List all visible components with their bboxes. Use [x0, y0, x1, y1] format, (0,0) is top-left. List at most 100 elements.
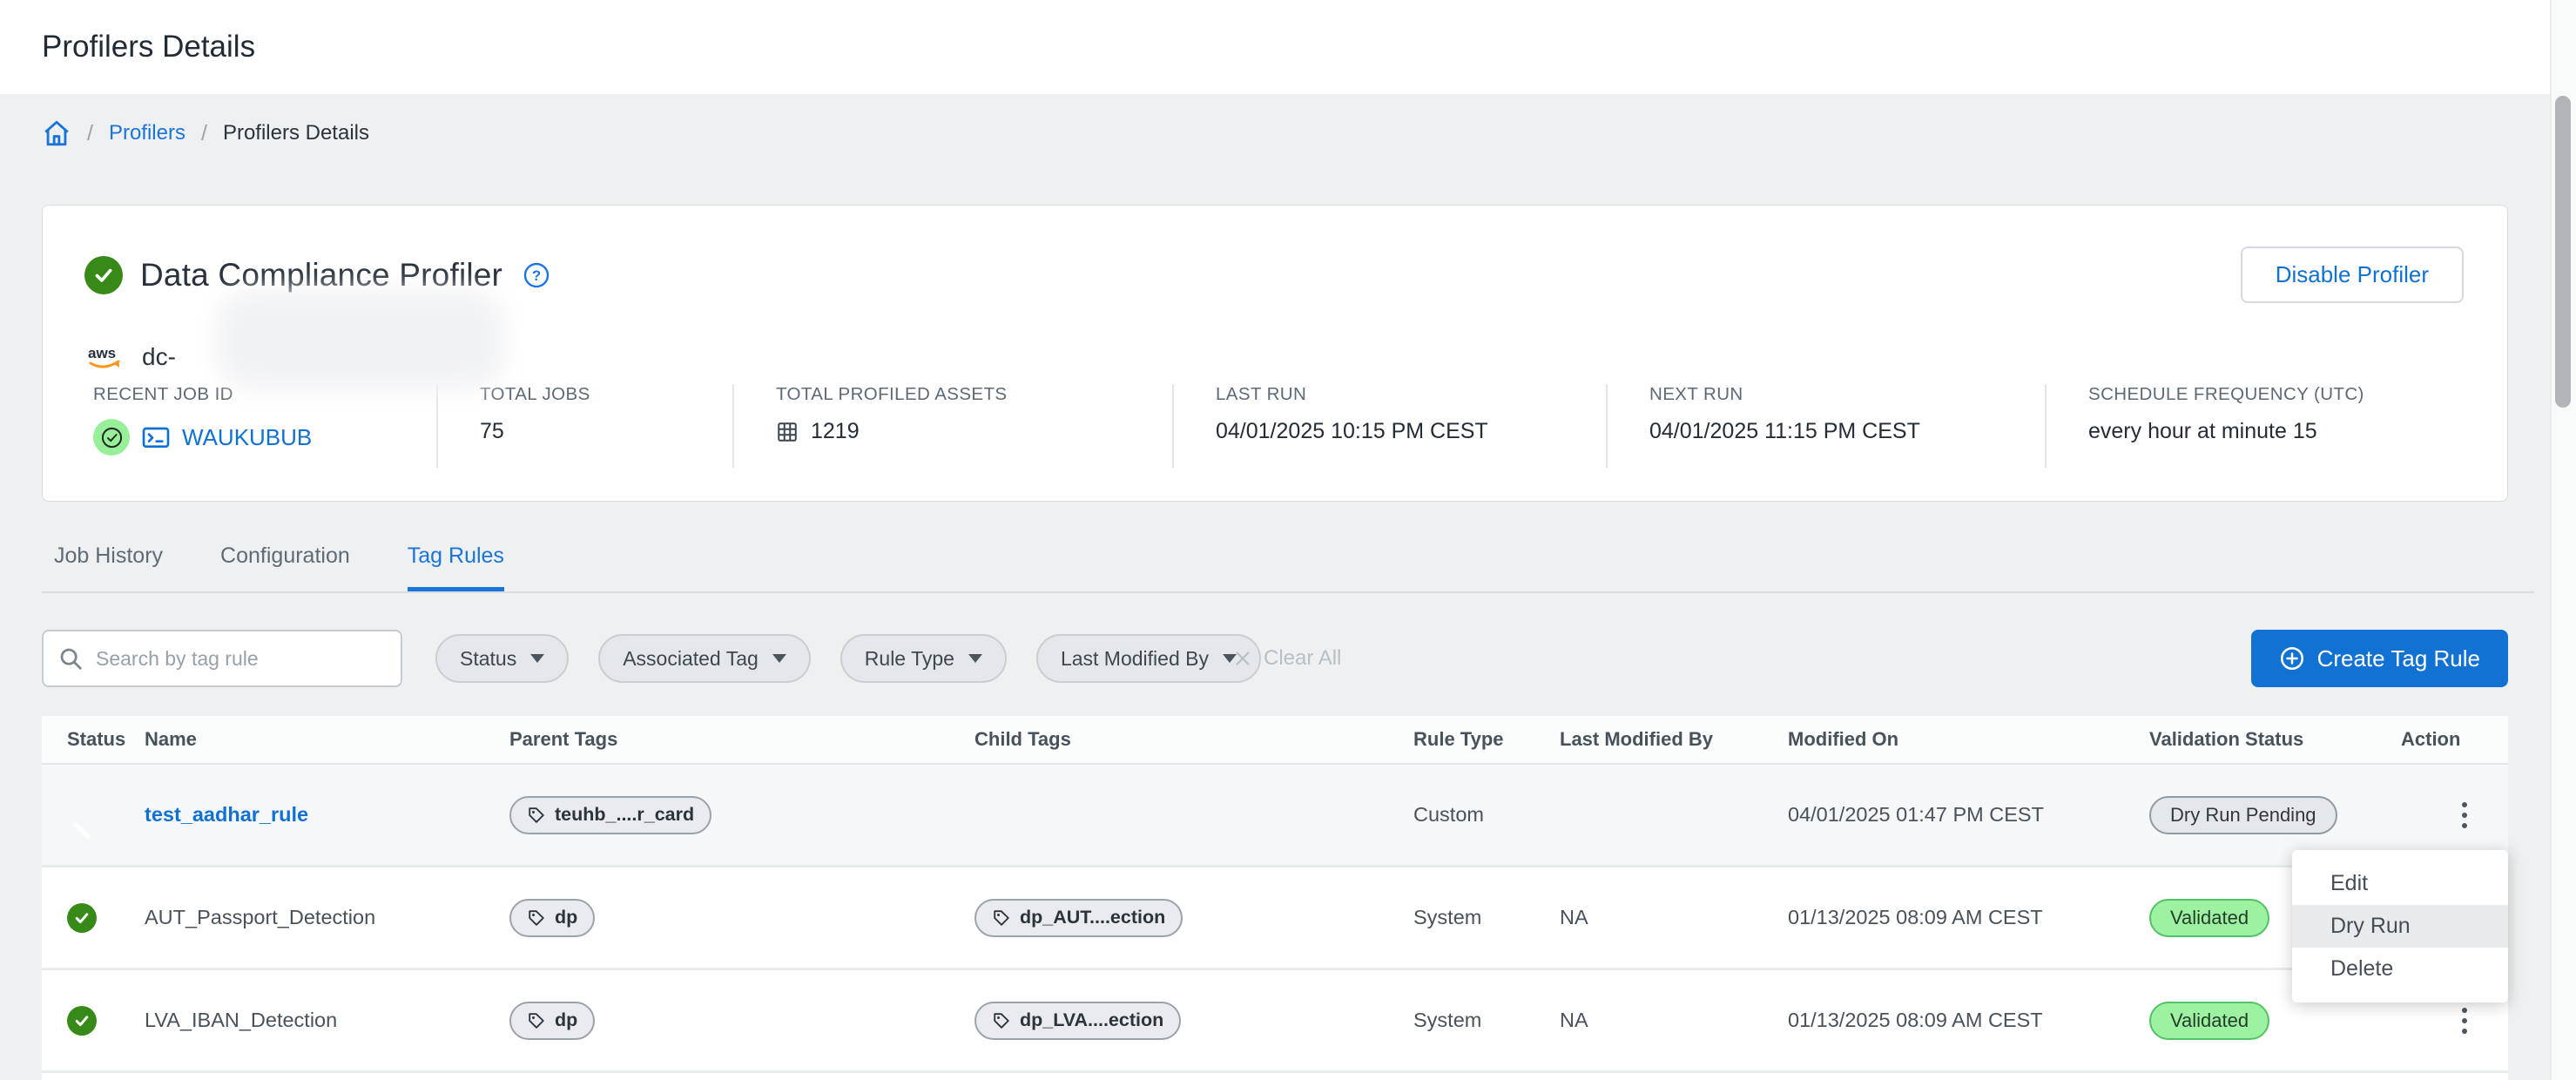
col-name: Name	[145, 728, 197, 750]
filter-pills: Status Associated Tag Rule Type Last Mod…	[435, 634, 1261, 683]
stat-next-run: NEXT RUN 04/01/2025 11:15 PM CEST	[1606, 384, 2045, 468]
stat-total-profiled-assets: TOTAL PROFILED ASSETS 1219	[732, 384, 1172, 468]
filter-label: Last Modified By	[1060, 646, 1209, 670]
validation-status-badge: Validated	[2149, 1001, 2270, 1040]
filter-rule-type-dropdown[interactable]: Rule Type	[840, 634, 1007, 683]
chevron-down-icon	[530, 654, 545, 663]
clear-all-label: Clear All	[1264, 646, 1342, 670]
row-actions-kebab-icon[interactable]	[2451, 796, 2478, 834]
status-validated-icon	[67, 902, 97, 933]
table-row: LVA_IBAN_Detection dp dp_LVA....ection S…	[42, 970, 2508, 1073]
profiler-summary-card: Data Compliance Profiler ? Disable Profi…	[42, 205, 2508, 502]
next-run-value: 04/01/2025 11:15 PM CEST	[1649, 419, 1920, 443]
stat-recent-job-id: RECENT JOB ID WAUKUBUB	[84, 384, 436, 468]
stat-label: TOTAL PROFILED ASSETS	[776, 384, 1008, 404]
recent-job-id-link[interactable]: WAUKUBUB	[182, 423, 313, 450]
tag-label: dp	[555, 1009, 578, 1030]
stat-label: LAST RUN	[1216, 384, 1307, 404]
breadcrumb-current: Profilers Details	[222, 121, 369, 145]
stat-label: TOTAL JOBS	[480, 384, 590, 404]
breadcrumb-separator: /	[200, 120, 207, 145]
total-jobs-value: 75	[480, 419, 504, 443]
total-assets-value: 1219	[811, 419, 860, 443]
stat-label: RECENT JOB ID	[93, 384, 233, 404]
tab-tag-rules[interactable]: Tag Rules	[407, 531, 504, 591]
last-modified-by-value: NA	[1560, 1009, 1588, 1031]
breadcrumb-separator: /	[87, 120, 93, 145]
breadcrumb: / Profilers / Profilers Details	[42, 113, 369, 153]
parent-tag-pill[interactable]: dp	[509, 1001, 596, 1040]
menu-item-delete[interactable]: Delete	[2330, 956, 2394, 981]
search-input[interactable]	[96, 646, 387, 671]
rule-name: LVA_IBAN_Detection	[145, 1009, 338, 1031]
home-icon[interactable]	[42, 118, 71, 148]
profiler-stats-row: RECENT JOB ID WAUKUBUB TOTAL JOBS 75 TOT…	[84, 384, 2467, 468]
row-actions-kebab-icon[interactable]	[2451, 1002, 2478, 1040]
stat-label: SCHEDULE FREQUENCY (UTC)	[2088, 384, 2364, 404]
search-box[interactable]	[42, 630, 402, 687]
col-rule-type: Rule Type	[1413, 728, 1504, 750]
chevron-down-icon	[968, 654, 982, 663]
row-action-menu: Edit Dry Run Delete	[2292, 850, 2508, 1002]
profiler-status-check-icon	[84, 256, 123, 294]
rule-type-value: System	[1413, 1009, 1482, 1031]
rule-type-value: Custom	[1413, 803, 1484, 826]
tab-configuration[interactable]: Configuration	[220, 543, 350, 568]
parent-tag-pill[interactable]: teuhb_....r_card	[509, 795, 712, 834]
stat-last-run: LAST RUN 04/01/2025 10:15 PM CEST	[1172, 384, 1606, 468]
child-tag-pill[interactable]: dp_AUT....ection	[974, 898, 1183, 937]
scrollbar-thumb[interactable]	[2555, 96, 2571, 408]
page-title: Profilers Details	[42, 30, 256, 64]
close-icon	[1232, 648, 1253, 669]
stat-schedule-frequency: SCHEDULE FREQUENCY (UTC) every hour at m…	[2045, 384, 2467, 468]
child-tag-pill[interactable]: dp_LVA....ection	[974, 1001, 1182, 1040]
job-status-check-icon	[93, 419, 130, 456]
modified-on-value: 01/13/2025 08:09 AM CEST	[1788, 1009, 2043, 1031]
stat-total-jobs: TOTAL JOBS 75	[436, 384, 732, 468]
tab-job-history[interactable]: Job History	[54, 543, 164, 568]
filter-status-dropdown[interactable]: Status	[435, 634, 570, 683]
stat-label: NEXT RUN	[1649, 384, 1743, 404]
tag-icon	[994, 909, 1009, 926]
plus-circle-icon	[2279, 645, 2305, 672]
top-bar: Profilers Details	[0, 0, 2576, 94]
tab-bar: Job History Configuration Tag Rules	[42, 531, 2534, 593]
parent-tag-pill[interactable]: dp	[509, 898, 596, 937]
filter-associated-tag-dropdown[interactable]: Associated Tag	[598, 634, 811, 683]
col-last-modified-by: Last Modified By	[1560, 728, 1714, 750]
filter-toolbar: Status Associated Tag Rule Type Last Mod…	[42, 630, 2508, 687]
validation-status-badge: Validated	[2149, 898, 2270, 937]
aws-icon: aws	[86, 342, 128, 372]
modified-on-value: 01/13/2025 08:09 AM CEST	[1788, 906, 2043, 928]
tag-label: dp	[555, 907, 578, 928]
breadcrumb-link-profilers[interactable]: Profilers	[108, 121, 185, 145]
tag-label: teuhb_....r_card	[555, 804, 695, 825]
help-icon[interactable]: ?	[523, 262, 550, 288]
disable-profiler-button[interactable]: Disable Profiler	[2240, 246, 2464, 303]
tag-icon	[529, 909, 544, 926]
tag-icon	[529, 807, 544, 823]
profiler-title-row: Data Compliance Profiler ?	[84, 256, 550, 294]
modified-on-value: 04/01/2025 01:47 PM CEST	[1788, 803, 2044, 826]
create-tag-rule-label: Create Tag Rule	[2316, 645, 2480, 672]
profiler-name: Data Compliance Profiler	[140, 257, 503, 293]
status-validated-icon	[67, 1005, 97, 1036]
tag-icon	[529, 1012, 544, 1029]
assets-grid-icon	[776, 421, 799, 443]
table-header-row: Status Name Parent Tags Child Tags Rule …	[42, 716, 2508, 765]
profiler-id-prefix: dc-	[142, 343, 176, 370]
redacted-profiler-id-blur	[217, 291, 504, 388]
filter-last-modified-by-dropdown[interactable]: Last Modified By	[1035, 634, 1261, 683]
svg-text:aws: aws	[88, 345, 116, 361]
validation-status-badge: Dry Run Pending	[2149, 795, 2337, 834]
menu-item-dry-run[interactable]: Dry Run	[2292, 905, 2508, 948]
last-modified-by-value: NA	[1560, 906, 1588, 928]
menu-item-edit[interactable]: Edit	[2330, 871, 2369, 895]
table-row: AUT_Passport_Detection dp dp_AUT....ecti…	[42, 867, 2508, 970]
col-parent-tags: Parent Tags	[509, 728, 618, 750]
tag-label: dp_LVA....ection	[1020, 1009, 1164, 1030]
rule-name-link[interactable]: test_aadhar_rule	[145, 803, 309, 826]
chevron-down-icon	[1222, 654, 1237, 663]
clear-all-button[interactable]: Clear All	[1232, 630, 1341, 687]
create-tag-rule-button[interactable]: Create Tag Rule	[2250, 630, 2508, 687]
